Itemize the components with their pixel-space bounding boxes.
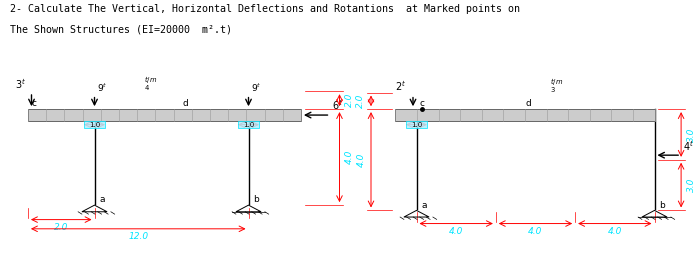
Bar: [84, 121, 105, 128]
Text: d: d: [183, 99, 188, 108]
Text: $_4^{t/m}$: $_4^{t/m}$: [144, 76, 157, 93]
Text: b: b: [253, 195, 259, 204]
Text: $6^t$: $6^t$: [332, 98, 344, 112]
Text: $3^t$: $3^t$: [15, 77, 26, 91]
Text: 4.0: 4.0: [449, 227, 463, 236]
Text: a: a: [99, 195, 105, 204]
Text: 4.0: 4.0: [608, 227, 622, 236]
Text: $9^t$: $9^t$: [251, 82, 262, 94]
Text: 1.0: 1.0: [243, 122, 254, 128]
Text: $_3^{t/m}$: $_3^{t/m}$: [550, 78, 563, 95]
Text: d: d: [526, 99, 531, 108]
Text: b: b: [659, 201, 665, 210]
Text: 2.0: 2.0: [54, 223, 69, 232]
Text: 2- Calculate The Vertical, Horizontal Deflections and Rotantions  at Marked poin: 2- Calculate The Vertical, Horizontal De…: [10, 4, 521, 14]
Text: 1.0: 1.0: [89, 122, 100, 128]
Text: 4.0: 4.0: [528, 227, 542, 236]
Text: 2.0: 2.0: [356, 94, 365, 108]
Text: 2.0: 2.0: [345, 93, 354, 107]
Text: a: a: [421, 201, 427, 210]
Text: $4^t$: $4^t$: [682, 139, 694, 153]
Bar: [395, 109, 654, 121]
Text: c: c: [419, 99, 425, 108]
Bar: [238, 121, 259, 128]
Bar: [28, 109, 301, 121]
Text: 3.0: 3.0: [687, 178, 696, 192]
Text: $2^t$: $2^t$: [395, 80, 406, 93]
Text: $9^t$: $9^t$: [97, 82, 108, 94]
Text: 12.0: 12.0: [128, 232, 148, 241]
Text: 1.0: 1.0: [411, 122, 422, 128]
Bar: [406, 121, 427, 128]
Text: The Shown Structures (EI=20000  m².t): The Shown Structures (EI=20000 m².t): [10, 25, 232, 35]
Text: 4.0: 4.0: [356, 153, 365, 167]
Text: 4.0: 4.0: [345, 150, 354, 164]
Text: 3.0: 3.0: [687, 127, 696, 142]
Text: c: c: [31, 99, 36, 108]
